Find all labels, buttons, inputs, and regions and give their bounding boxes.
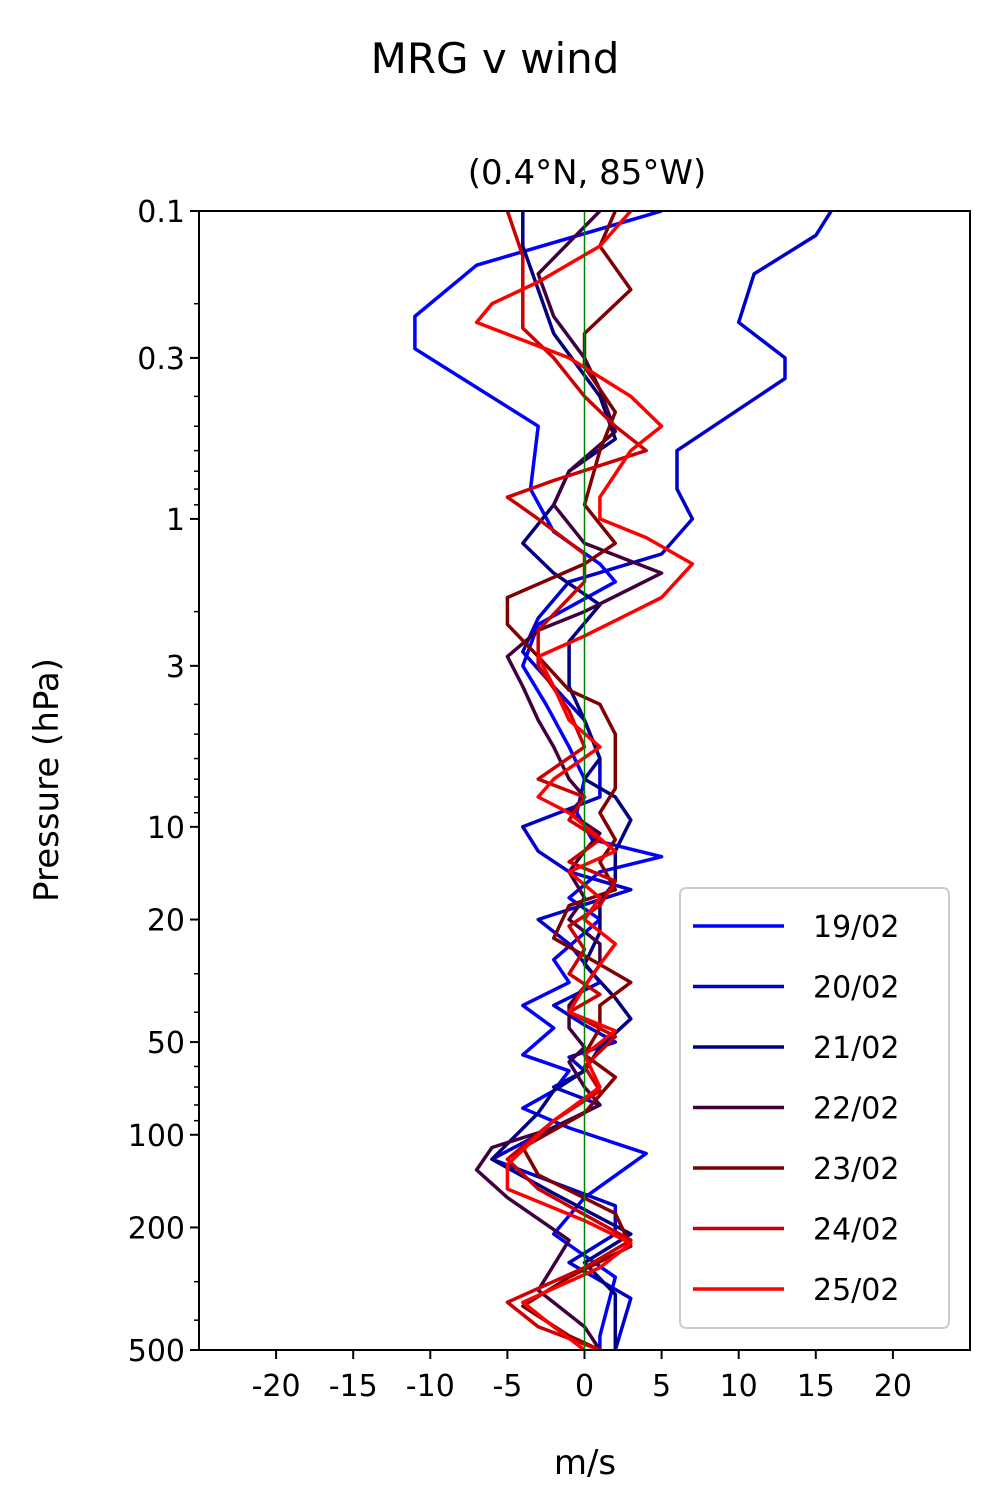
series-line-6: [474, 211, 695, 1350]
legend-label-5: 24/02: [813, 1213, 899, 1248]
series-line-5: [505, 211, 648, 1350]
x-tick-label: -5: [492, 1369, 522, 1404]
x-axis-label: m/s: [554, 1443, 616, 1483]
y-tick-label: 200: [128, 1211, 185, 1246]
y-tick-label: 1: [166, 503, 185, 538]
y-tick-label: 3: [166, 650, 185, 685]
chart-title: MRG v wind: [371, 34, 620, 83]
legend-box: [679, 887, 950, 1329]
chart-subtitle: (0.4°N, 85°W): [468, 153, 707, 193]
x-tick-label: 10: [720, 1369, 758, 1404]
x-tick-label: -20: [252, 1369, 301, 1404]
series-line-0: [413, 211, 664, 1350]
x-tick-label: -10: [406, 1369, 455, 1404]
legend-label-0: 19/02: [813, 910, 899, 945]
y-tick-label: 500: [128, 1334, 185, 1369]
x-tick-label: -15: [329, 1369, 378, 1404]
y-tick-label: 0.1: [137, 195, 185, 230]
y-axis-label: Pressure (hPa): [27, 658, 67, 902]
y-tick-label: 20: [147, 904, 185, 939]
series-line-3: [474, 211, 664, 1350]
x-tick-label: 5: [652, 1369, 671, 1404]
legend-label-1: 20/02: [813, 971, 899, 1006]
legend-label-4: 23/02: [813, 1152, 899, 1187]
x-tick-label: 15: [797, 1369, 835, 1404]
x-tick-label: 0: [575, 1369, 594, 1404]
y-tick-label: 10: [147, 811, 185, 846]
legend-label-6: 25/02: [813, 1273, 899, 1308]
y-tick-label: 50: [147, 1026, 185, 1061]
legend: 19/02 20/02 21/02 22/02 23/02 24/02 25/02: [679, 887, 950, 1329]
x-tick-label: 20: [874, 1369, 912, 1404]
plot-frame: [198, 210, 971, 1351]
legend-label-2: 21/02: [813, 1031, 899, 1066]
y-tick-label: 0.3: [137, 342, 185, 377]
ticks-layer: -20 -15 -10 -5 0 5 10 15 20 0.1 0.3 1 3 10 20 50 100 200 5…: [128, 195, 912, 1404]
y-tick-label: 100: [128, 1119, 185, 1154]
legend-label-3: 22/02: [813, 1092, 899, 1127]
